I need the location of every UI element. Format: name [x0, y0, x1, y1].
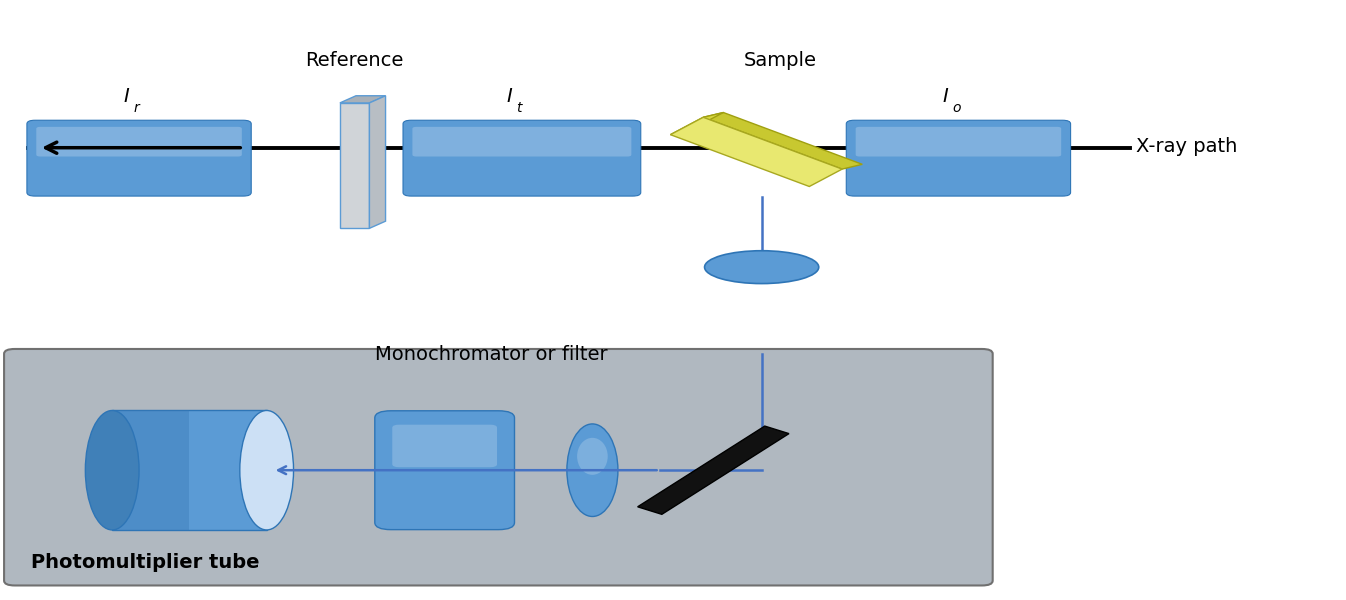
FancyBboxPatch shape [4, 349, 993, 586]
FancyBboxPatch shape [402, 120, 641, 196]
Text: t: t [516, 101, 521, 115]
Text: Sample: Sample [744, 51, 817, 70]
Ellipse shape [240, 410, 293, 530]
FancyBboxPatch shape [856, 127, 1061, 157]
Polygon shape [670, 113, 723, 134]
Polygon shape [341, 103, 369, 229]
Text: Reference: Reference [306, 51, 404, 70]
Ellipse shape [577, 438, 608, 475]
Text: X-ray path: X-ray path [1136, 137, 1238, 156]
Ellipse shape [85, 410, 139, 530]
FancyBboxPatch shape [374, 411, 514, 530]
Polygon shape [670, 117, 843, 187]
Polygon shape [638, 426, 789, 514]
FancyBboxPatch shape [112, 410, 190, 530]
Polygon shape [703, 113, 863, 169]
FancyBboxPatch shape [392, 425, 497, 467]
FancyBboxPatch shape [412, 127, 631, 157]
Text: I: I [124, 87, 129, 106]
Polygon shape [369, 96, 385, 229]
Text: Photomultiplier tube: Photomultiplier tube [31, 553, 260, 572]
FancyBboxPatch shape [847, 120, 1070, 196]
Text: r: r [133, 101, 139, 115]
Text: o: o [953, 101, 961, 115]
FancyBboxPatch shape [36, 127, 242, 157]
Polygon shape [341, 96, 385, 103]
Text: I: I [942, 87, 949, 106]
FancyBboxPatch shape [112, 410, 267, 530]
Text: I: I [506, 87, 511, 106]
Ellipse shape [704, 251, 818, 284]
FancyBboxPatch shape [27, 120, 252, 196]
Ellipse shape [567, 424, 618, 517]
Text: Monochromator or filter: Monochromator or filter [376, 346, 608, 365]
